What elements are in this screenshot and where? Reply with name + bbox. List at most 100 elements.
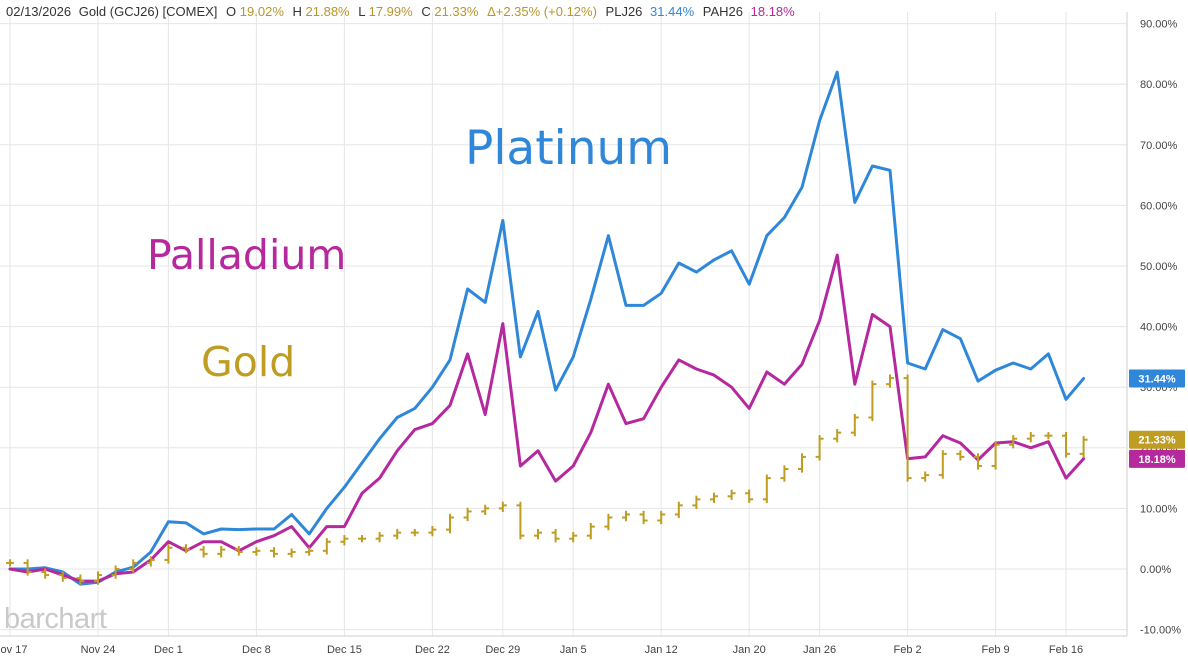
gold-ohlc-bar <box>76 574 85 585</box>
chart-header: 02/13/2026 Gold (GCJ26) [COMEX] O 19.02%… <box>6 4 795 19</box>
gold-ohlc-bar <box>6 559 14 567</box>
y-tick-label: 0.00% <box>1140 564 1171 576</box>
gold-ohlc-bar <box>252 547 261 556</box>
gold-ohlc-bar <box>94 571 102 585</box>
gold-ohlc-bar <box>393 529 402 540</box>
gold-ohlc-bar <box>1062 432 1070 458</box>
gold-ohlc-bar <box>657 510 666 525</box>
gold-ohlc-bar <box>234 545 243 556</box>
gold-ohlc-bar <box>428 525 437 537</box>
gold-ohlc-bar <box>23 559 32 576</box>
gold-ohlc-bar <box>305 547 314 556</box>
gold-ohlc-bar <box>534 529 542 540</box>
gold-ohlc-bar <box>798 453 806 473</box>
gold-ohlc-bar <box>974 453 982 470</box>
gold-ohlc-bar <box>622 510 630 522</box>
header-open-label: O <box>226 4 236 19</box>
gold-ohlc-bar <box>322 538 331 555</box>
gold-ohlc-bar <box>270 547 278 558</box>
gold-ohlc-bar <box>58 571 67 582</box>
gold-ohlc-bar <box>745 489 754 503</box>
gold-last-value-tag: 21.33% <box>1129 430 1185 449</box>
header-low-label: L <box>358 4 365 19</box>
header-high-label: H <box>293 4 302 19</box>
header-date: 02/13/2026 <box>6 4 71 19</box>
series-label-palladium: Palladium <box>147 231 346 279</box>
x-tick-label: Feb 9 <box>982 644 1010 656</box>
series-label-gold: Gold <box>201 338 295 386</box>
svg-text:21.33%: 21.33% <box>1138 435 1176 447</box>
platinum-last-value-tag: 31.44% <box>1129 369 1185 388</box>
gold-ohlc-bar <box>727 489 736 500</box>
gold-ohlc-bar <box>815 435 824 461</box>
platinum-line <box>8 70 1086 586</box>
gold-ohlc-bar <box>287 548 296 558</box>
gold-ohlc-bar <box>1026 432 1035 443</box>
gold-ohlc-bar <box>146 556 155 567</box>
series-label-platinum: Platinum <box>465 121 672 176</box>
y-tick-label: 90.00% <box>1140 19 1178 31</box>
axis-layer: -10.00%0.00%10.00%20.00%30.00%40.00%50.0… <box>0 12 1181 656</box>
header-high-value: 21.88% <box>306 4 351 19</box>
x-tick-label: Jan 26 <box>803 644 836 656</box>
y-tick-label: 10.00% <box>1140 503 1178 515</box>
x-tick-label: Dec 22 <box>415 644 450 656</box>
gold-ohlc-bar <box>410 529 419 537</box>
header-symbol: Gold (GCJ26) [COMEX] <box>79 4 218 19</box>
header-open-value: 19.02% <box>240 4 285 19</box>
gold-ohlc-bar <box>199 545 208 558</box>
gold-ohlc-bar <box>639 510 648 525</box>
gold-ohlc-bar <box>991 441 1000 470</box>
gold-ohlc-bar <box>111 565 120 579</box>
x-tick-label: Feb 2 <box>894 644 922 656</box>
gold-ohlc-bar <box>498 501 507 513</box>
header-pl-symbol: PLJ26 <box>606 4 643 19</box>
header-change: Δ+2.35% (+0.12%) <box>487 4 597 19</box>
gold-ohlc-bar <box>1044 432 1053 440</box>
y-tick-label: 50.00% <box>1140 261 1178 273</box>
header-close-label: C <box>421 4 430 19</box>
x-tick-label: Jan 5 <box>560 644 587 656</box>
svg-text:31.44%: 31.44% <box>1138 373 1176 385</box>
header-low-value: 17.99% <box>369 4 414 19</box>
gold-ohlc-bar <box>551 529 560 543</box>
gold-ohlc-bar <box>481 504 490 516</box>
x-tick-label: Dec 15 <box>327 644 362 656</box>
gold-ohlc-bar <box>956 450 965 461</box>
x-tick-label: Dec 1 <box>154 644 183 656</box>
gold-ohlc-bar <box>833 429 842 443</box>
gold-ohlc-bar <box>762 474 771 503</box>
gold-ohlc-bar <box>41 568 50 579</box>
gold-ohlc-bar <box>886 374 894 388</box>
x-tick-label: Feb 16 <box>1049 644 1083 656</box>
gold-ohlc-bar <box>569 532 578 543</box>
gold-ohlc-bar <box>850 413 859 437</box>
watermark: barchart <box>4 603 107 635</box>
gold-ohlc-bar <box>516 501 525 540</box>
gold-ohlc-bar <box>674 501 683 519</box>
x-tick-label: Jan 12 <box>645 644 678 656</box>
header-pa-symbol: PAH26 <box>703 4 743 19</box>
gold-ohlc-bar <box>586 522 595 540</box>
gold-ohlc-bar <box>375 532 384 543</box>
gold-ohlc-bar <box>903 374 912 482</box>
x-tick-label: Dec 29 <box>485 644 520 656</box>
tag-layer: 31.44% 18.18% 21.33% <box>1129 369 1185 468</box>
header-pa-value: 18.18% <box>751 4 796 19</box>
gold-ohlc-bar <box>217 545 226 558</box>
gold-ohlc-bar <box>1009 435 1018 449</box>
gold-ohlc-bar <box>446 513 454 534</box>
y-tick-label: 70.00% <box>1140 140 1178 152</box>
gold-ohlc-bar <box>868 380 877 422</box>
x-tick-label: Jan 20 <box>733 644 766 656</box>
x-tick-label: Nov 17 <box>0 644 27 656</box>
gold-ohlc-bar <box>182 544 190 554</box>
gold-ohlc-bar <box>921 471 930 482</box>
svg-text:18.18%: 18.18% <box>1138 454 1176 466</box>
gold-ohlc-bar <box>604 513 613 531</box>
gold-ohlc-bar <box>938 450 947 479</box>
header-close-value: 21.33% <box>434 4 479 19</box>
header-pl-value: 31.44% <box>650 4 695 19</box>
gold-ohlc-bar <box>1079 436 1088 458</box>
